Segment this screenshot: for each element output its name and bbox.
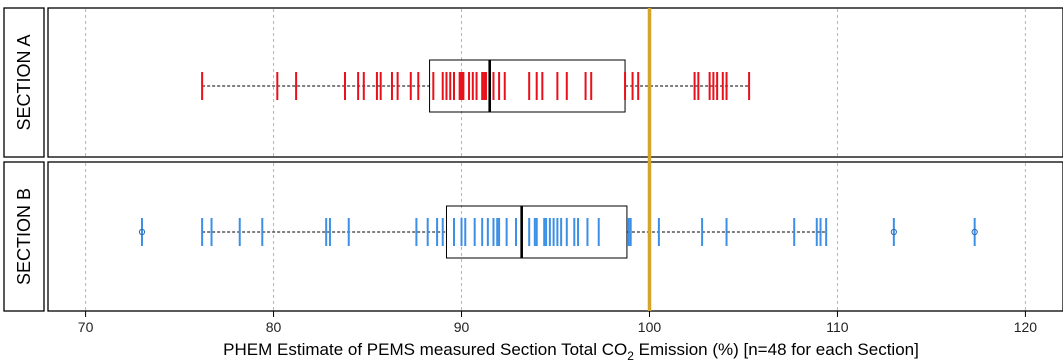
panel-b-frame (47, 161, 1063, 312)
outlier-point (971, 228, 978, 236)
x-tick-label: 100 (638, 319, 662, 335)
strip-b-box (3, 161, 45, 312)
x-tick-label: 110 (826, 319, 849, 335)
box (445, 205, 628, 259)
x-axis-title: PHEM Estimate of PEMS measured Section T… (223, 340, 919, 361)
outlier-point (890, 228, 897, 236)
panel-a-marks (201, 59, 751, 113)
x-axis-title-subscript: 2 (627, 349, 634, 361)
panel-label-section-b: SECTION B (14, 188, 34, 285)
panel-a-frame (47, 7, 1063, 158)
panel-label-section-a: SECTION A (14, 34, 34, 130)
x-axis-title-suffix: Emission (%) [n=48 for each Section] (634, 340, 919, 359)
grid-lines (85, 9, 1026, 310)
x-axis-ticks: 70 80 90 100 110 120 (78, 311, 1037, 335)
strip-a-box (3, 7, 45, 158)
outlier-point (138, 228, 146, 236)
x-tick-label: 70 (78, 319, 94, 335)
x-axis-title-prefix: PHEM Estimate of PEMS measured Section T… (223, 340, 627, 359)
x-tick-label: 80 (266, 319, 282, 335)
panel-b-marks (138, 205, 978, 259)
x-tick-label: 90 (454, 319, 470, 335)
x-tick-label: 120 (1014, 319, 1038, 335)
